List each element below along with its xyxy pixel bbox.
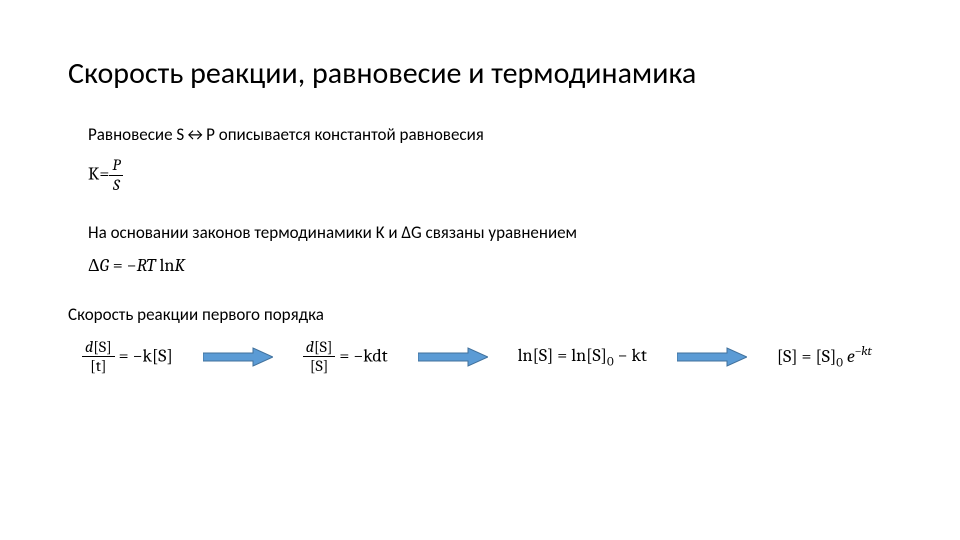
dG-eq: = − [109,255,137,276]
chain-step4: [S] = [S]0 e−kt [777,344,872,371]
arrow-icon [418,347,488,367]
dG-RT: RT [137,255,156,276]
chain-step1: d[S] [t] = −k[S] [82,339,173,376]
chain-step3: ln[S] = ln[S]0 − kt [518,345,647,370]
equation-dG: ΔG = −RT lnK [88,255,892,276]
slide-title: Скорость реакции, равновесие и термодина… [68,55,892,92]
eq-K-den: S [110,176,123,194]
arrow-icon [677,347,747,367]
arrow-icon [203,347,273,367]
equation-K: K=PS [88,157,892,194]
dG-G: G [100,255,109,276]
thermo-desc: На основании законов термодинамики K и Δ… [88,222,892,243]
dG-K: K [174,255,185,276]
dG-ln: ln [156,255,175,276]
chain-step2: d[S] [S] = −kdt [303,339,388,376]
first-order-desc: Скорость реакции первого порядка [68,304,892,325]
eq-K-lhs: K= [88,164,109,185]
equilibrium-desc: Равновесие S↔P описывается константой ра… [88,124,892,145]
dG-delta: Δ [88,255,100,276]
equation-chain: d[S] [t] = −k[S] d[S] [S] = −kdt ln[S] =… [82,339,892,376]
eq-K-num: P [109,157,123,176]
